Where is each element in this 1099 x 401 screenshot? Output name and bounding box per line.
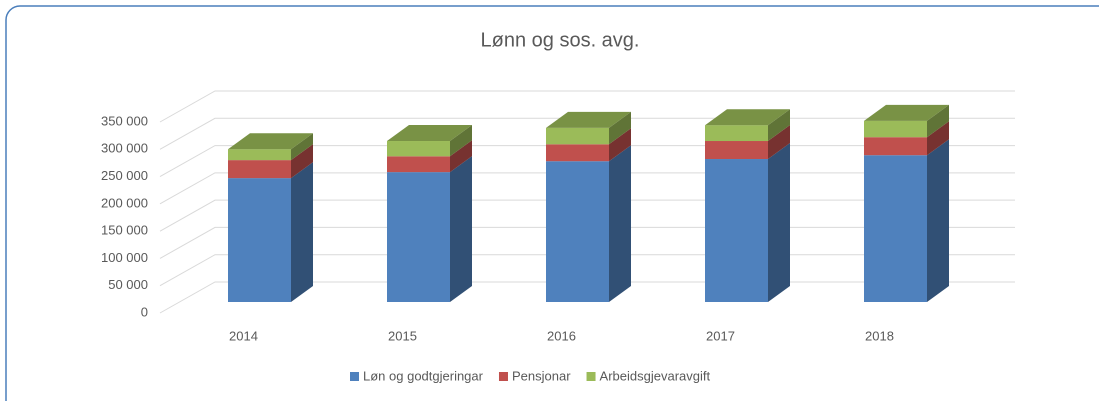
legend-label: Pensjonar: [512, 368, 571, 383]
x-tick-label: 2014: [229, 328, 258, 343]
legend-swatch: [586, 372, 596, 381]
bar-side: [927, 121, 949, 156]
y-tick-label: 0: [141, 304, 148, 319]
bar-top: [705, 109, 790, 126]
bar-side: [927, 139, 949, 302]
legend-label: Arbeidsgjevaravgift: [600, 368, 711, 383]
bar-top: [228, 133, 313, 150]
bar-top: [387, 125, 472, 142]
y-tick-label: 250 000: [101, 168, 148, 183]
x-tick-label: 2018: [865, 328, 894, 343]
bar-segment: [546, 161, 609, 302]
bar-segment: [705, 159, 768, 302]
x-tick-label: 2015: [388, 328, 417, 343]
bar-segment: [387, 141, 450, 157]
legend-swatch: [350, 372, 359, 381]
bar-segment: [228, 160, 291, 179]
y-tick-label: 50 000: [108, 277, 148, 292]
y-tick-label: 300 000: [101, 141, 148, 156]
bar-side: [291, 144, 313, 179]
grid-line: [159, 90, 1015, 123]
legend-swatch: [498, 372, 508, 381]
bar-segment: [228, 178, 291, 302]
legend-label: Løn og godtgjeringar: [363, 368, 484, 383]
bar-side: [609, 111, 631, 145]
bar-segment: [705, 125, 768, 142]
bar-side: [450, 140, 472, 173]
y-tick-label: 350 000: [101, 113, 148, 128]
x-tick-label: 2017: [706, 328, 735, 343]
chart-title: Lønn og sos. avg.: [481, 29, 640, 51]
bar-segment: [705, 141, 768, 160]
bar-side: [291, 162, 313, 302]
bar-side: [450, 156, 472, 302]
bar-side: [768, 143, 790, 302]
bar-side: [768, 109, 790, 142]
bar-side: [768, 125, 790, 160]
bar-side: [927, 104, 949, 138]
bar-side: [609, 145, 631, 302]
bar-segment: [864, 137, 927, 156]
bar-segment: [546, 127, 609, 145]
y-tick-label: 100 000: [101, 250, 148, 265]
bar-segment: [864, 120, 927, 138]
y-tick-label: 150 000: [101, 223, 148, 238]
bar-side: [609, 128, 631, 162]
bar-segment: [387, 156, 450, 173]
x-tick-label: 2016: [547, 328, 576, 343]
bar-side: [291, 133, 313, 161]
bar-segment: [228, 149, 291, 161]
y-tick-label: 200 000: [101, 195, 148, 210]
bar-segment: [864, 155, 927, 302]
bar-segment: [387, 172, 450, 302]
bar-segment: [546, 144, 609, 162]
bar-side: [450, 125, 472, 157]
bar-top: [546, 111, 631, 128]
bar-top: [864, 104, 949, 121]
